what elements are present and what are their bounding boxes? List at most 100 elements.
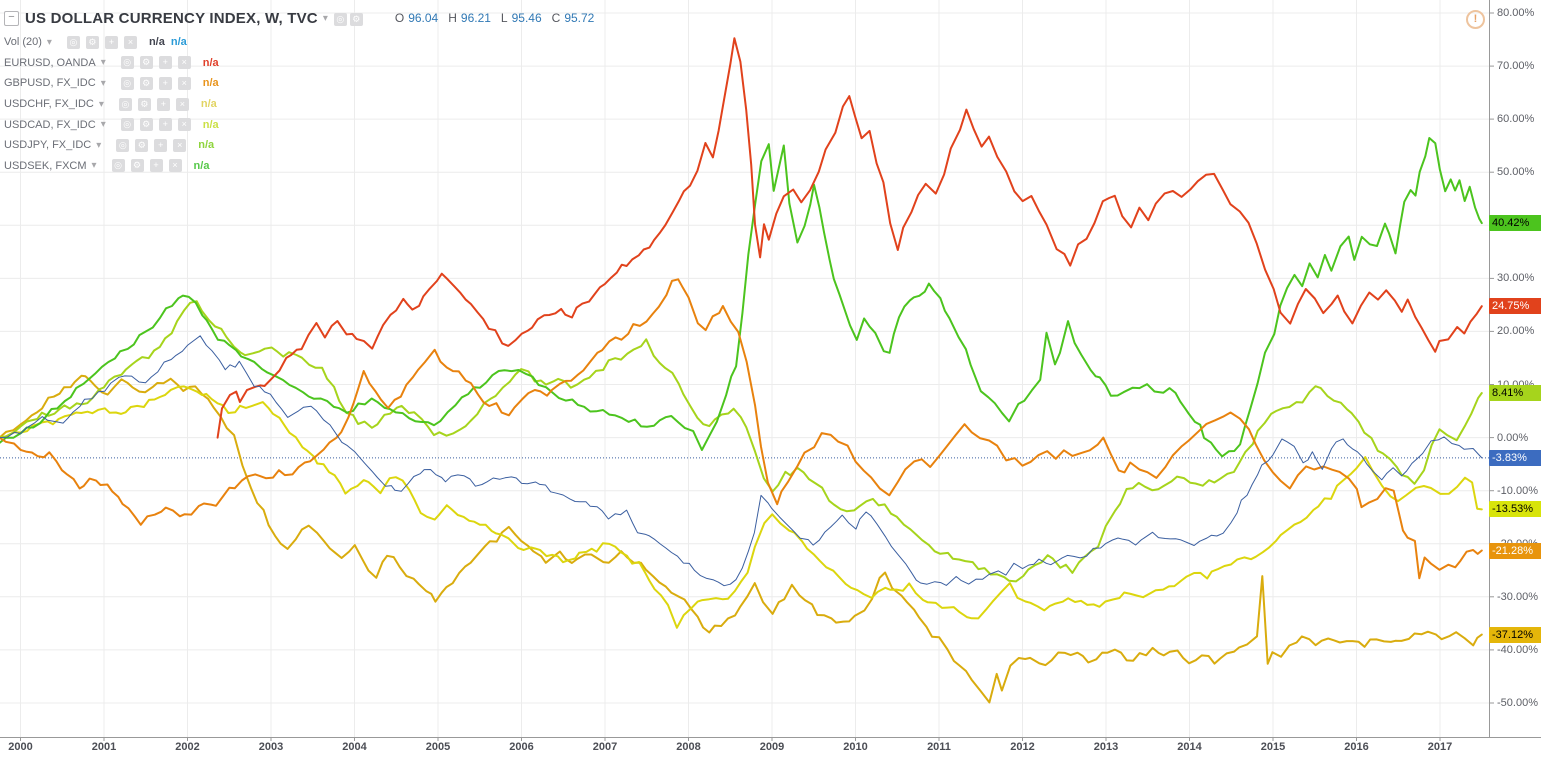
plus-icon[interactable]: + (149, 159, 163, 173)
close-label: C (551, 11, 561, 25)
y-axis-tick[interactable]: 50.00% (1497, 166, 1535, 179)
y-axis-tick[interactable]: 70.00% (1497, 60, 1535, 73)
x-axis-tick[interactable]: 2017 (1427, 741, 1453, 753)
eye-icon[interactable]: ◎ (66, 35, 80, 49)
gear-icon[interactable]: ⚙ (139, 76, 153, 90)
close-icon[interactable]: × (177, 56, 191, 70)
legend-buttons: ◎ ⚙ + × (118, 76, 191, 90)
y-axis-tick[interactable]: 20.00% (1497, 325, 1535, 338)
legend-value: n/a (170, 36, 187, 49)
x-axis-tick[interactable]: 2016 (1344, 741, 1369, 753)
close-icon[interactable]: × (177, 76, 191, 90)
chevron-down-icon[interactable]: ▾ (91, 160, 97, 172)
chevron-down-icon[interactable]: ▾ (96, 139, 102, 151)
open-value: 96.04 (408, 11, 439, 25)
series-usdsek[interactable] (0, 137, 1483, 458)
plus-icon[interactable]: + (158, 118, 172, 132)
chevron-down-icon[interactable]: ▾ (46, 36, 52, 48)
legend-label[interactable]: USDJPY, FX_IDC (4, 139, 92, 152)
plus-icon[interactable]: + (158, 56, 172, 70)
series-usdchf[interactable] (0, 374, 1483, 704)
legend-label[interactable]: USDSEK, FXCM (4, 159, 87, 172)
gear-icon[interactable]: ⚙ (139, 118, 153, 132)
x-axis-tick[interactable]: 2004 (342, 741, 367, 753)
chevron-down-icon[interactable]: ▾ (100, 57, 106, 69)
x-axis-tick[interactable]: 2003 (258, 741, 284, 753)
x-axis-tick[interactable]: 2015 (1260, 741, 1286, 753)
close-icon[interactable]: × (175, 97, 189, 111)
legend-label[interactable]: GBPUSD, FX_IDC (4, 77, 96, 90)
gear-icon[interactable]: ⚙ (85, 35, 99, 49)
close-icon[interactable]: × (123, 35, 137, 49)
price-label: -3.83% (1489, 449, 1541, 466)
chevron-down-icon[interactable]: ▾ (100, 77, 106, 89)
legend-row-usdjpy: USDJPY, FX_IDC ▾ ◎ ⚙ + × n/a (4, 135, 594, 156)
x-axis-tick[interactable]: 2005 (425, 741, 451, 753)
x-axis-tick[interactable]: 2011 (927, 741, 951, 753)
x-axis-tick[interactable]: 2008 (676, 741, 701, 753)
close-icon[interactable]: × (177, 118, 191, 132)
close-icon[interactable]: × (173, 138, 187, 152)
y-axis-tick[interactable]: -30.00% (1497, 590, 1538, 603)
y-axis-tick[interactable]: -50.00% (1497, 696, 1538, 709)
legend-value: n/a (193, 159, 210, 172)
y-axis-tick[interactable]: -10.00% (1497, 484, 1538, 497)
legend-row-vol20: Vol (20) ▾ ◎ ⚙ + × n/a n/a (4, 32, 594, 53)
eye-icon[interactable]: ◎ (120, 118, 134, 132)
x-axis-tick[interactable]: 2002 (175, 741, 200, 753)
plus-icon[interactable]: + (104, 35, 118, 49)
plus-icon[interactable]: + (158, 76, 172, 90)
x-axis-tick[interactable]: 2014 (1177, 741, 1202, 753)
eye-icon[interactable]: ◎ (120, 76, 134, 90)
eye-icon[interactable]: ◎ (116, 138, 130, 152)
chevron-down-icon[interactable]: ▾ (100, 119, 106, 131)
plus-icon[interactable]: + (156, 97, 170, 111)
y-axis-tick[interactable]: -40.00% (1497, 643, 1538, 656)
price-label: 40.42% (1489, 215, 1541, 232)
legend-value: n/a (200, 98, 217, 111)
legend-label[interactable]: Vol (20) (4, 36, 42, 49)
collapse-legend-icon[interactable]: − (4, 10, 19, 26)
gear-icon[interactable]: ⚙ (349, 13, 363, 26)
legend-label[interactable]: USDCAD, FX_IDC (4, 118, 96, 131)
x-axis-tick[interactable]: 2000 (8, 741, 33, 753)
legend-label[interactable]: EURUSD, OANDA (4, 56, 96, 69)
y-axis-tick[interactable]: 30.00% (1497, 272, 1535, 285)
symbol-title[interactable]: US DOLLAR CURRENCY INDEX, W, TVC (25, 9, 318, 27)
chevron-down-icon[interactable]: ▾ (98, 98, 104, 110)
legend-row-usdsek: USDSEK, FXCM ▾ ◎ ⚙ + × n/a (4, 156, 594, 177)
publish-status-icon[interactable]: ! (1466, 10, 1485, 29)
legend-buttons: ◎ ⚙ + × (113, 138, 187, 152)
legend-label[interactable]: USDCHF, FX_IDC (4, 98, 94, 111)
y-axis-tick[interactable]: 60.00% (1497, 113, 1535, 126)
gear-icon[interactable]: ⚙ (135, 138, 149, 152)
x-axis-tick[interactable]: 2009 (759, 741, 785, 753)
y-axis-tick[interactable]: 0.00% (1497, 431, 1529, 444)
gear-icon[interactable]: ⚙ (130, 159, 144, 173)
x-axis-tick[interactable]: 2012 (1010, 741, 1035, 753)
x-axis-tick[interactable]: 2006 (509, 741, 534, 753)
x-axis-tick[interactable]: 2010 (843, 741, 868, 753)
legend-value: n/a (198, 139, 215, 152)
eye-icon[interactable]: ◎ (118, 97, 132, 111)
eye-icon[interactable]: ◎ (111, 159, 125, 173)
series-usdcad[interactable] (0, 385, 1483, 629)
eye-icon[interactable]: ◎ (120, 56, 134, 70)
series-usdjpy[interactable] (0, 300, 1483, 583)
eye-icon[interactable]: ◎ (333, 13, 347, 26)
legend-value: n/a (148, 36, 165, 49)
series-eurusd[interactable] (216, 37, 1483, 439)
close-icon[interactable]: × (168, 159, 182, 173)
x-axis-tick[interactable]: 2013 (1093, 741, 1119, 753)
series-dxy[interactable] (0, 335, 1483, 587)
x-axis-tick[interactable]: 2001 (91, 741, 117, 753)
y-axis-tick[interactable]: 80.00% (1497, 6, 1535, 19)
x-axis-tick[interactable]: 2007 (592, 741, 618, 753)
plus-icon[interactable]: + (154, 138, 168, 152)
chevron-down-icon[interactable]: ▾ (322, 12, 328, 24)
series-gbpusd[interactable] (0, 278, 1483, 580)
gear-icon[interactable]: ⚙ (137, 97, 151, 111)
price-label: 8.41% (1489, 384, 1541, 401)
gear-icon[interactable]: ⚙ (139, 56, 153, 70)
